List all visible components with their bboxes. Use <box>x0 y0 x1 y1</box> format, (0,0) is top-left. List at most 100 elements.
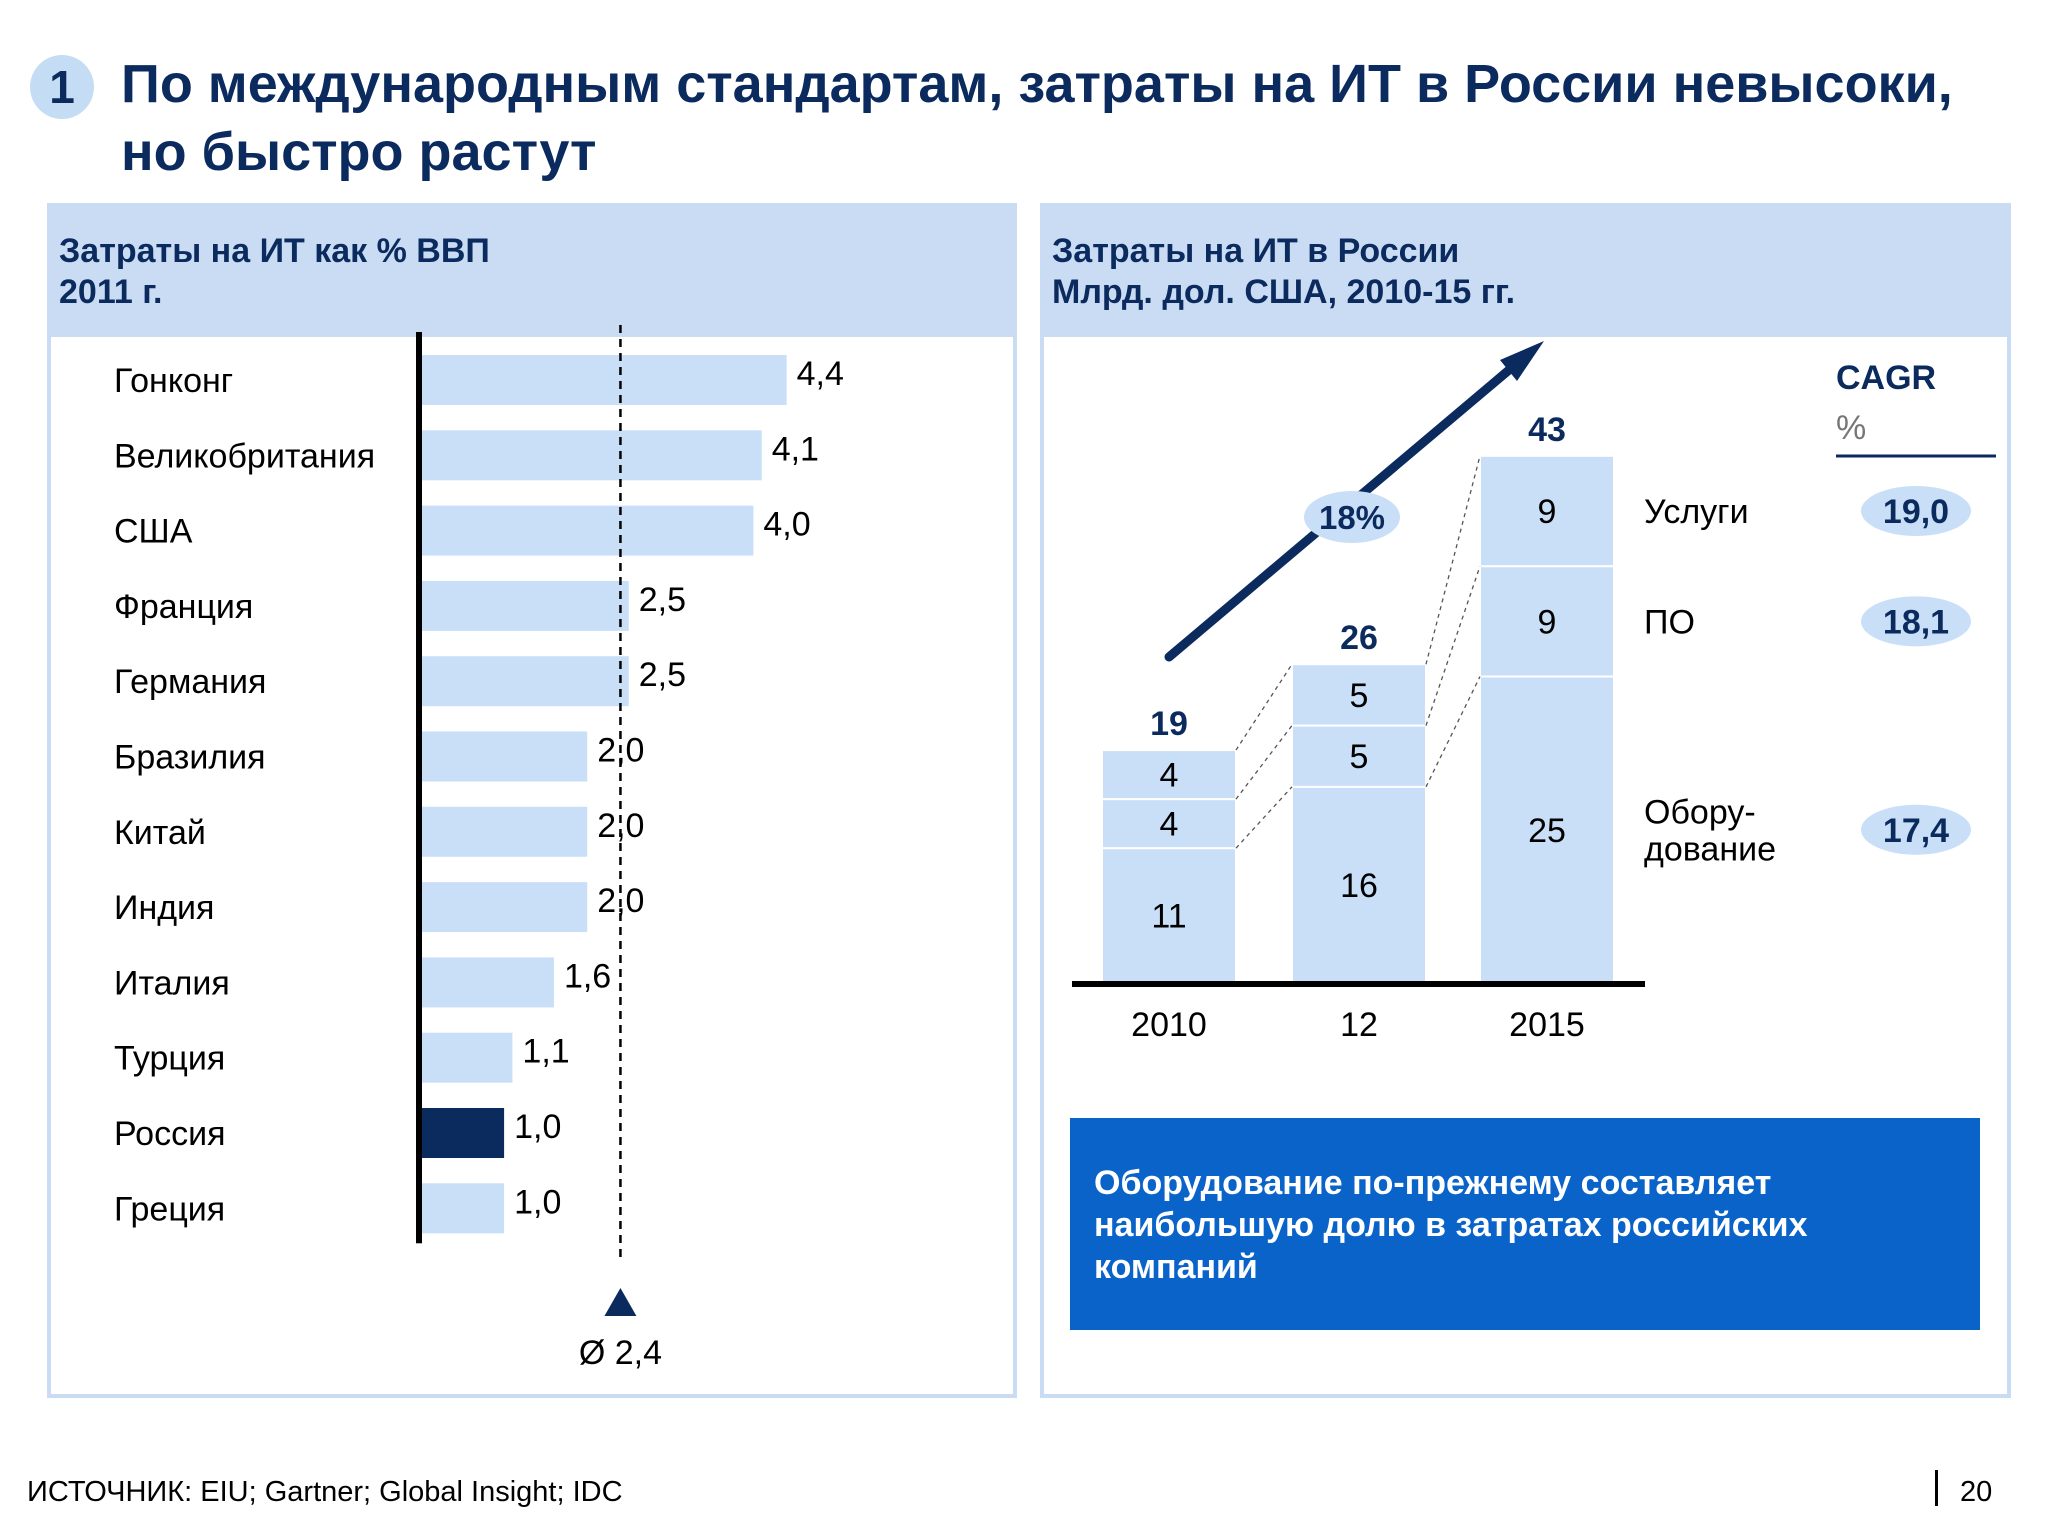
growth-arrow-head-icon <box>1500 341 1544 381</box>
stack-segment-software-2015 <box>1479 565 1615 678</box>
segment-value-hardware-12: 16 <box>1340 867 1378 905</box>
segment-value-hardware-2010: 11 <box>1151 898 1186 936</box>
value-label-4: 2,5 <box>639 581 686 619</box>
callout-line-3: компаний <box>1094 1248 1258 1286</box>
total-label-2010: 19 <box>1150 705 1188 743</box>
stack-segment-hardware-2015 <box>1479 675 1615 984</box>
series-label-hardware-line-2: дование <box>1644 830 1776 868</box>
segment-value-services-12: 5 <box>1350 677 1369 715</box>
bar-6 <box>421 731 588 782</box>
series-label-hardware-line-1: Обору- <box>1644 793 1756 831</box>
series-label-services-line-1: Услуги <box>1644 493 1749 531</box>
category-label-3: США <box>114 513 193 551</box>
value-label-3: 4,0 <box>763 506 810 544</box>
total-label-2015: 43 <box>1528 411 1566 449</box>
bar-9 <box>421 957 554 1008</box>
bar-1 <box>421 355 787 405</box>
x-axis <box>1072 981 1645 987</box>
bar-4 <box>421 580 629 631</box>
category-label-5: Германия <box>114 663 266 701</box>
stack-segment-hardware-12 <box>1291 785 1427 985</box>
series-label-software-line-1: ПО <box>1644 603 1695 641</box>
value-label-2: 4,1 <box>772 430 819 468</box>
growth-rate-bubble <box>1304 491 1400 543</box>
cagr-bubble-software <box>1861 596 1971 647</box>
russia-it-spend-panel-title: Затраты на ИТ в России <box>1052 232 1460 270</box>
slide-number-badge: 1 <box>30 55 94 119</box>
slide-title: По международным стандартам, затраты на … <box>121 50 2021 186</box>
average-marker-icon <box>604 1288 637 1316</box>
russia-it-spend-panel-header: Затраты на ИТ в России Млрд. дол. США, 2… <box>1044 207 2007 337</box>
connector-1-2 <box>1235 725 1293 800</box>
cagr-bubble-hardware <box>1861 804 1971 855</box>
value-label-7: 2,0 <box>597 807 644 845</box>
slide-title-line-1: По международным стандартам, затраты на … <box>121 54 1953 114</box>
segment-value-hardware-2015: 25 <box>1528 812 1566 850</box>
stack-segment-services-12 <box>1291 663 1427 727</box>
connector-2-1 <box>1425 676 1481 788</box>
gdp-share-bar-chart: Гонконг 4,4 Великобритания 4,1 США 4,0 Франция… <box>114 325 844 1372</box>
source-note: ИСТОЧНИК: EIU; Gartner; Global Insight; … <box>27 1476 623 1508</box>
x-tick-2010: 2010 <box>1131 1006 1207 1044</box>
segment-value-software-2010: 4 <box>1160 806 1179 844</box>
segment-value-software-12: 5 <box>1350 738 1369 776</box>
category-axis <box>416 332 422 1244</box>
gdp-share-panel: Затраты на ИТ как % ВВП 2011 г. Гонконг 4… <box>47 203 1017 1398</box>
value-label-12: 1,0 <box>514 1183 561 1221</box>
category-label-8: Индия <box>114 889 214 927</box>
bar-12 <box>421 1183 505 1234</box>
russia-it-spend-panel-subtitle: Млрд. дол. США, 2010-15 гг. <box>1052 273 1516 311</box>
cagr-value-software: 18,1 <box>1883 603 1949 641</box>
value-label-10: 1,1 <box>522 1033 569 1071</box>
stack-segment-software-2010 <box>1101 798 1237 850</box>
total-label-12: 26 <box>1340 619 1378 657</box>
average-label: Ø 2,4 <box>579 1334 662 1372</box>
cagr-value-hardware: 17,4 <box>1883 812 1949 850</box>
category-label-2: Великобритания <box>114 437 375 475</box>
bar-11 <box>421 1108 505 1158</box>
gdp-share-panel-header: Затраты на ИТ как % ВВП 2011 г. <box>51 207 1013 337</box>
value-label-11: 1,0 <box>514 1108 561 1146</box>
value-label-1: 4,4 <box>797 355 844 393</box>
russia-it-spend-panel: Затраты на ИТ в России Млрд. дол. США, 2… <box>1040 203 2011 1398</box>
category-label-10: Турция <box>114 1040 225 1078</box>
bar-10 <box>421 1032 513 1083</box>
bar-7 <box>421 806 588 857</box>
cagr-bubble-services <box>1861 485 1971 536</box>
russia-it-spend-stacked-chart: 11 4 4 19 2010 16 5 5 26 12 25 9 9 43 2015 18% CAGR% Обор… <box>1072 341 1996 1044</box>
callout-line-2: наибольшую долю в затратах российских <box>1094 1206 1808 1244</box>
connector-2-2 <box>1425 565 1481 726</box>
category-label-1: Гонконг <box>114 362 233 400</box>
callout-line-1: Оборудование по-прежнему составляет <box>1094 1164 1772 1202</box>
connector-1-3 <box>1235 663 1293 751</box>
value-label-5: 2,5 <box>639 656 686 694</box>
bar-5 <box>421 656 629 707</box>
category-label-6: Бразилия <box>114 739 266 777</box>
segment-value-services-2010: 4 <box>1160 757 1179 795</box>
cagr-unit: % <box>1836 409 1866 447</box>
slide-title-line-2: но быстро растут <box>121 122 597 182</box>
value-label-9: 1,6 <box>564 957 611 995</box>
x-tick-2015: 2015 <box>1509 1006 1585 1044</box>
segment-value-software-2015: 9 <box>1538 603 1557 641</box>
connector-1-1 <box>1235 786 1293 849</box>
category-label-4: Франция <box>114 588 253 626</box>
segment-value-services-2015: 9 <box>1538 493 1557 531</box>
bar-8 <box>421 882 588 933</box>
category-label-11: Россия <box>114 1115 226 1153</box>
stack-segment-software-12 <box>1291 724 1427 788</box>
x-tick-12: 12 <box>1340 1006 1378 1044</box>
gdp-share-panel-title: Затраты на ИТ как % ВВП <box>59 232 490 270</box>
cagr-value-services: 19,0 <box>1883 493 1949 531</box>
bar-2 <box>421 430 762 481</box>
category-label-9: Италия <box>114 964 230 1002</box>
category-label-7: Китай <box>114 814 206 852</box>
connector-2-3 <box>1425 455 1481 665</box>
page-number: 20 <box>1960 1476 1993 1508</box>
bar-3 <box>421 505 754 556</box>
stack-segment-services-2010 <box>1101 749 1237 801</box>
category-label-12: Греция <box>114 1190 225 1228</box>
stack-segment-services-2015 <box>1479 454 1615 568</box>
gdp-share-panel-subtitle: 2011 г. <box>59 273 163 311</box>
key-takeaway-callout: Оборудование по-прежнему составляет наиб… <box>1070 1118 1980 1330</box>
